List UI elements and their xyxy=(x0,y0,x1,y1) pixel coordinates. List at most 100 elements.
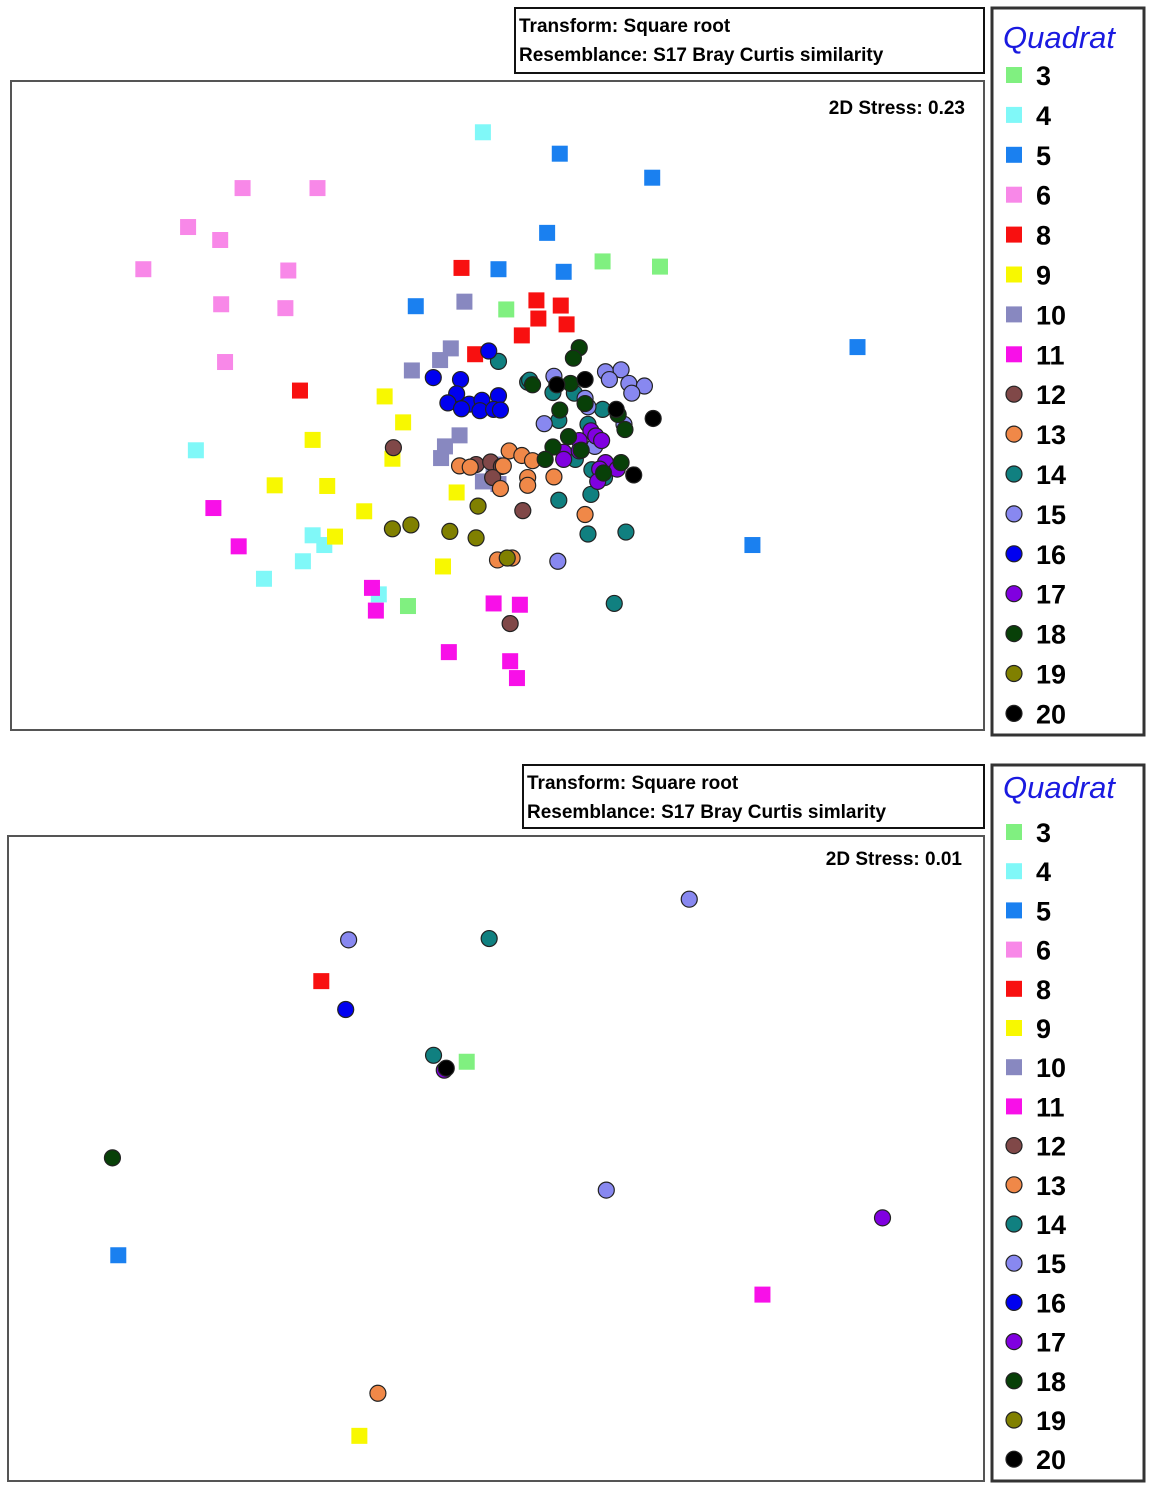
info-box xyxy=(522,764,985,829)
data-point-15 xyxy=(600,370,618,389)
legend-marker xyxy=(1005,385,1023,403)
legend-title: Quadrat xyxy=(1003,20,1116,55)
legend-marker xyxy=(1006,980,1022,997)
legend-label: 8 xyxy=(1036,975,1051,1005)
legend-label: 3 xyxy=(1036,61,1051,91)
legend-box xyxy=(990,6,1146,737)
data-point-13 xyxy=(519,476,537,494)
data-point-6 xyxy=(217,354,234,371)
data-point-16 xyxy=(424,368,442,387)
legend-label: 16 xyxy=(1036,1288,1066,1318)
data-point-6 xyxy=(280,262,297,279)
legend-label: 9 xyxy=(1036,1014,1051,1044)
nmds-plot-top-svg: Transform: Square root Resemblance: S17 B… xyxy=(10,6,1146,737)
info-line: Transform: Square root xyxy=(519,16,731,37)
data-point-18 xyxy=(616,420,634,439)
data-point-6 xyxy=(135,261,152,278)
data-point-8 xyxy=(513,327,530,344)
legend-marker xyxy=(1005,1215,1023,1233)
nmds-plot-bottom-svg: Transform: Square root Resemblance: S17 B… xyxy=(7,763,1146,1483)
data-point-15 xyxy=(623,384,641,402)
legend-label: 10 xyxy=(1036,300,1066,330)
data-point-10 xyxy=(403,362,420,379)
data-point-11 xyxy=(230,538,247,555)
data-point-6 xyxy=(234,180,251,197)
data-point-5 xyxy=(551,145,568,162)
legend-marker xyxy=(1005,425,1023,443)
legend-marker xyxy=(1006,1059,1022,1076)
data-point-13 xyxy=(494,457,512,475)
data-point-11 xyxy=(511,596,528,613)
data-point-3 xyxy=(594,253,611,270)
data-point-13 xyxy=(369,1384,387,1402)
data-point-20 xyxy=(576,370,594,389)
data-point-17 xyxy=(593,431,611,450)
data-point-5 xyxy=(555,263,572,280)
data-point-5 xyxy=(849,339,866,356)
legend-marker xyxy=(1006,863,1022,880)
data-point-10 xyxy=(451,427,468,444)
data-point-17 xyxy=(873,1209,892,1227)
legend-label: 19 xyxy=(1036,1406,1066,1436)
data-point-18 xyxy=(523,376,542,394)
legend-marker xyxy=(1006,106,1022,123)
data-point-6 xyxy=(180,219,197,236)
data-point-19 xyxy=(467,529,485,547)
data-point-13 xyxy=(545,468,563,486)
data-point-18 xyxy=(576,394,594,413)
data-point-9 xyxy=(319,477,336,494)
data-point-10 xyxy=(432,352,449,369)
legend-marker xyxy=(1005,1332,1023,1351)
data-point-9 xyxy=(304,431,321,448)
data-point-19 xyxy=(441,522,459,541)
legend-marker xyxy=(1006,146,1022,163)
data-point-10 xyxy=(456,293,473,310)
data-point-18 xyxy=(544,438,562,456)
legend-label: 4 xyxy=(1036,101,1051,131)
legend-label: 11 xyxy=(1036,340,1065,370)
legend-label: 18 xyxy=(1036,620,1066,650)
legend-marker xyxy=(1005,1254,1023,1272)
legend-marker xyxy=(1005,1450,1023,1468)
legend-label: 13 xyxy=(1036,420,1066,450)
legend-label: 12 xyxy=(1036,1132,1066,1162)
data-point-18 xyxy=(594,464,613,482)
legend-label: 8 xyxy=(1036,221,1051,251)
stress-label: 2D Stress: 0.23 xyxy=(829,98,965,119)
data-point-14 xyxy=(605,594,623,613)
data-point-5 xyxy=(407,298,424,315)
legend-marker xyxy=(1006,902,1022,919)
legend-label: 3 xyxy=(1036,818,1051,848)
legend-label: 14 xyxy=(1036,460,1066,490)
data-point-5 xyxy=(490,261,507,278)
data-point-3 xyxy=(458,1053,475,1070)
data-point-15 xyxy=(549,552,567,570)
legend-marker xyxy=(1006,346,1022,363)
legend-marker xyxy=(1005,664,1023,683)
data-point-8 xyxy=(467,346,484,363)
legend-marker xyxy=(1005,585,1023,603)
data-point-16 xyxy=(452,400,471,418)
data-point-19 xyxy=(383,520,402,538)
data-point-17 xyxy=(555,450,573,468)
legend-label: 14 xyxy=(1036,1210,1066,1240)
data-point-8 xyxy=(291,382,308,399)
data-point-15 xyxy=(612,361,630,379)
data-point-11 xyxy=(367,602,384,619)
legend-marker xyxy=(1005,505,1023,523)
data-point-15 xyxy=(340,931,358,949)
data-point-4 xyxy=(255,570,272,587)
legend-marker xyxy=(1006,1098,1022,1115)
data-point-18 xyxy=(564,349,582,367)
data-point-9 xyxy=(376,388,393,405)
legend-marker xyxy=(1005,1411,1023,1429)
data-point-15 xyxy=(680,890,698,908)
data-point-14 xyxy=(550,491,568,509)
legend-title: Quadrat xyxy=(1003,770,1116,805)
legend-label: 6 xyxy=(1036,181,1051,211)
data-point-18 xyxy=(536,450,554,468)
data-point-3 xyxy=(651,258,668,275)
legend-marker xyxy=(1006,67,1022,83)
data-point-13 xyxy=(491,479,510,498)
info-line: Resemblance: S17 Bray Curtis similarity xyxy=(519,45,884,66)
